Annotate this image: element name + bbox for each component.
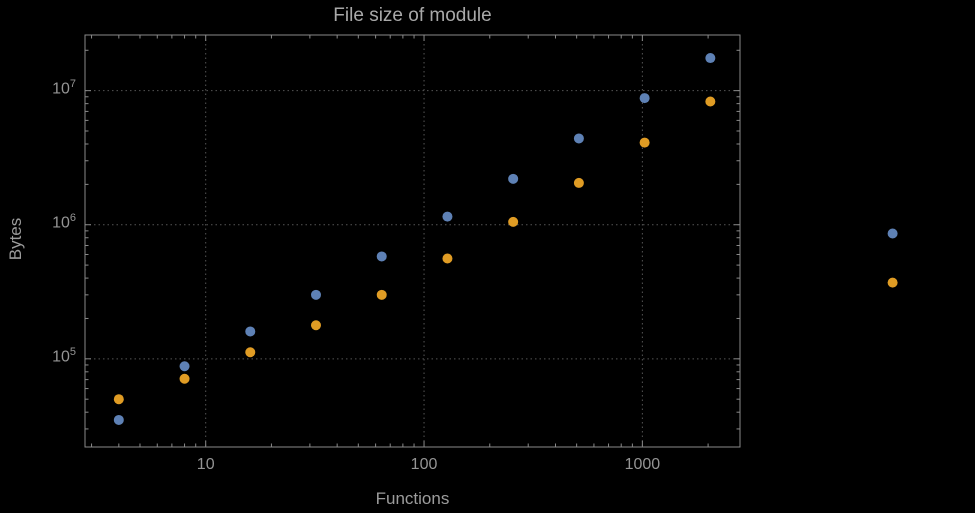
x-tick-label: 1000 <box>624 456 661 473</box>
data-point-series-1-blue <box>508 173 519 184</box>
data-point-series-2-orange <box>573 177 584 188</box>
data-point-series-2-orange <box>179 373 190 384</box>
data-point-series-2-orange <box>113 394 124 405</box>
chart-title: File size of module <box>333 5 492 26</box>
x-tick-label: 100 <box>410 456 438 473</box>
data-point-series-1-blue <box>245 326 256 337</box>
data-point-series-1-blue <box>179 361 190 372</box>
data-point-series-2-orange <box>705 96 716 107</box>
y-tick-label: 107 <box>52 77 76 97</box>
data-point-series-2-orange <box>639 137 650 148</box>
data-point-series-1-blue <box>310 289 321 300</box>
data-point-series-1-blue <box>639 93 650 104</box>
data-point-series-1-blue <box>887 228 898 239</box>
data-point-series-2-orange <box>508 216 519 227</box>
data-point-series-1-blue <box>573 133 584 144</box>
data-point-series-2-orange <box>245 347 256 358</box>
data-point-series-2-orange <box>442 253 453 264</box>
plot-frame <box>84 34 741 448</box>
y-tick-label: 105 <box>52 345 76 366</box>
data-point-series-1-blue <box>705 53 716 64</box>
data-point-series-2-orange <box>310 320 321 331</box>
data-point-series-2-orange <box>376 289 387 300</box>
y-tick-label: 106 <box>52 211 76 232</box>
x-axis-label: Functions <box>375 489 450 508</box>
data-point-series-1-blue <box>376 251 387 262</box>
data-point-series-1-blue <box>113 414 124 425</box>
data-point-series-1-blue <box>442 211 453 222</box>
x-tick-label: 10 <box>196 456 215 473</box>
data-point-series-2-orange <box>887 277 898 288</box>
